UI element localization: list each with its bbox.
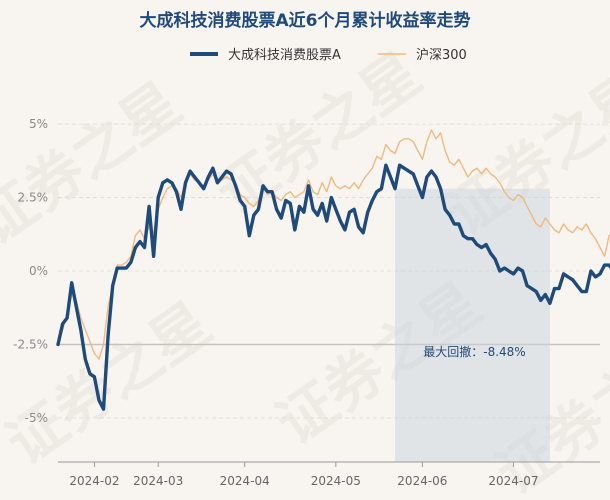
y-tick-label: 2.5% [18,191,49,205]
legend-label-fund: 大成科技消费股票A [228,48,341,63]
x-tick-label: 2024-04 [220,474,270,488]
y-tick-label: 0% [29,264,48,278]
y-tick-label: 5% [29,117,48,131]
x-tick-label: 2024-02 [69,474,119,488]
watermark-text: 证券之星 [0,289,223,478]
chart-title: 大成科技消费股票A近6个月累计收益率走势 [140,10,471,31]
x-axis: 2024-02 2024-03 2024-04 2024-05 2024-06 2024-… [58,461,600,488]
legend: 大成科技消费股票A 沪深300 [190,47,467,63]
x-tick-label: 2024-05 [311,474,361,488]
legend-label-index: 沪深300 [416,47,467,63]
y-axis-ticks: 5% 2.5% 0% -2.5% -5% [13,117,48,425]
max-drawdown-label: 最大回撤：-8.48% [423,344,525,359]
y-tick-label: -2.5% [13,337,48,351]
watermark-text: 证券之星 [0,69,193,258]
x-tick-label: 2024-07 [488,474,538,488]
x-tick-label: 2024-03 [133,474,183,488]
x-tick-label: 2024-06 [397,474,447,488]
max-drawdown-region [395,188,550,462]
line-fund [56,163,610,411]
y-tick-label: -5% [25,411,48,425]
